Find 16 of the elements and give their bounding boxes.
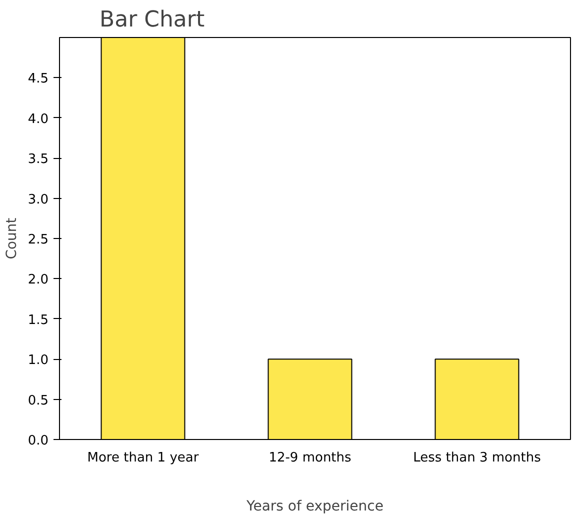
y-tick-label: 4.5 xyxy=(28,72,49,87)
y-tick-label: 3.5 xyxy=(28,152,49,168)
y-tick-label: 2.5 xyxy=(28,232,49,248)
x-tick-label: More than 1 year xyxy=(87,450,200,466)
y-tick-label: 2.0 xyxy=(28,272,49,288)
x-tick-label: 12-9 months xyxy=(268,450,352,466)
y-axis-title: Count xyxy=(4,217,20,260)
x-tick-label: Less than 3 months xyxy=(413,450,542,466)
y-tick-label: 0.0 xyxy=(28,434,49,448)
y-tick-label: 0.5 xyxy=(28,393,49,408)
y-tick-label: 4.0 xyxy=(28,112,49,127)
chart-title: Bar Chart xyxy=(100,8,205,32)
x-axis-title: Years of experience xyxy=(246,498,384,514)
y-tick-label: 3.0 xyxy=(28,192,49,208)
y-tick-label: 1.0 xyxy=(28,353,49,368)
y-tick-label: 1.5 xyxy=(28,312,49,328)
